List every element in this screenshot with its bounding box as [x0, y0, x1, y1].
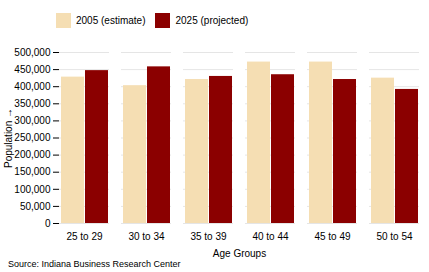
html-text:2005 (estimate): 2005 (estimate): [76, 15, 146, 26]
svg-text:100,000: 100,000: [14, 184, 51, 195]
svg-text:35 to 39: 35 to 39: [190, 231, 227, 242]
svg-text:400,000: 400,000: [14, 81, 51, 92]
svg-text:450,000: 450,000: [14, 64, 51, 75]
svg-text:45 to 49: 45 to 49: [314, 231, 351, 242]
svg-text:500,000: 500,000: [14, 47, 51, 58]
svg-text:150,000: 150,000: [14, 166, 51, 177]
svg-text:25 to 29: 25 to 29: [66, 231, 103, 242]
svg-text:0: 0: [45, 218, 51, 229]
svg-text:Population →: Population →: [3, 108, 14, 168]
svg-text:30 to 34: 30 to 34: [128, 231, 165, 242]
svg-text:Age Groups: Age Groups: [213, 248, 266, 259]
html-text:Source: Indiana Business Resea: Source: Indiana Business Research Center: [8, 259, 181, 269]
svg-text:50,000: 50,000: [20, 201, 51, 212]
svg-text:350,000: 350,000: [14, 98, 51, 109]
svg-text:40 to 44: 40 to 44: [252, 231, 289, 242]
svg-text:200,000: 200,000: [14, 149, 51, 160]
html-text:2025 (projected): 2025 (projected): [175, 15, 249, 26]
svg-text:250,000: 250,000: [14, 132, 51, 143]
svg-text:50 to 54: 50 to 54: [376, 231, 413, 242]
svg-text:300,000: 300,000: [14, 115, 51, 126]
